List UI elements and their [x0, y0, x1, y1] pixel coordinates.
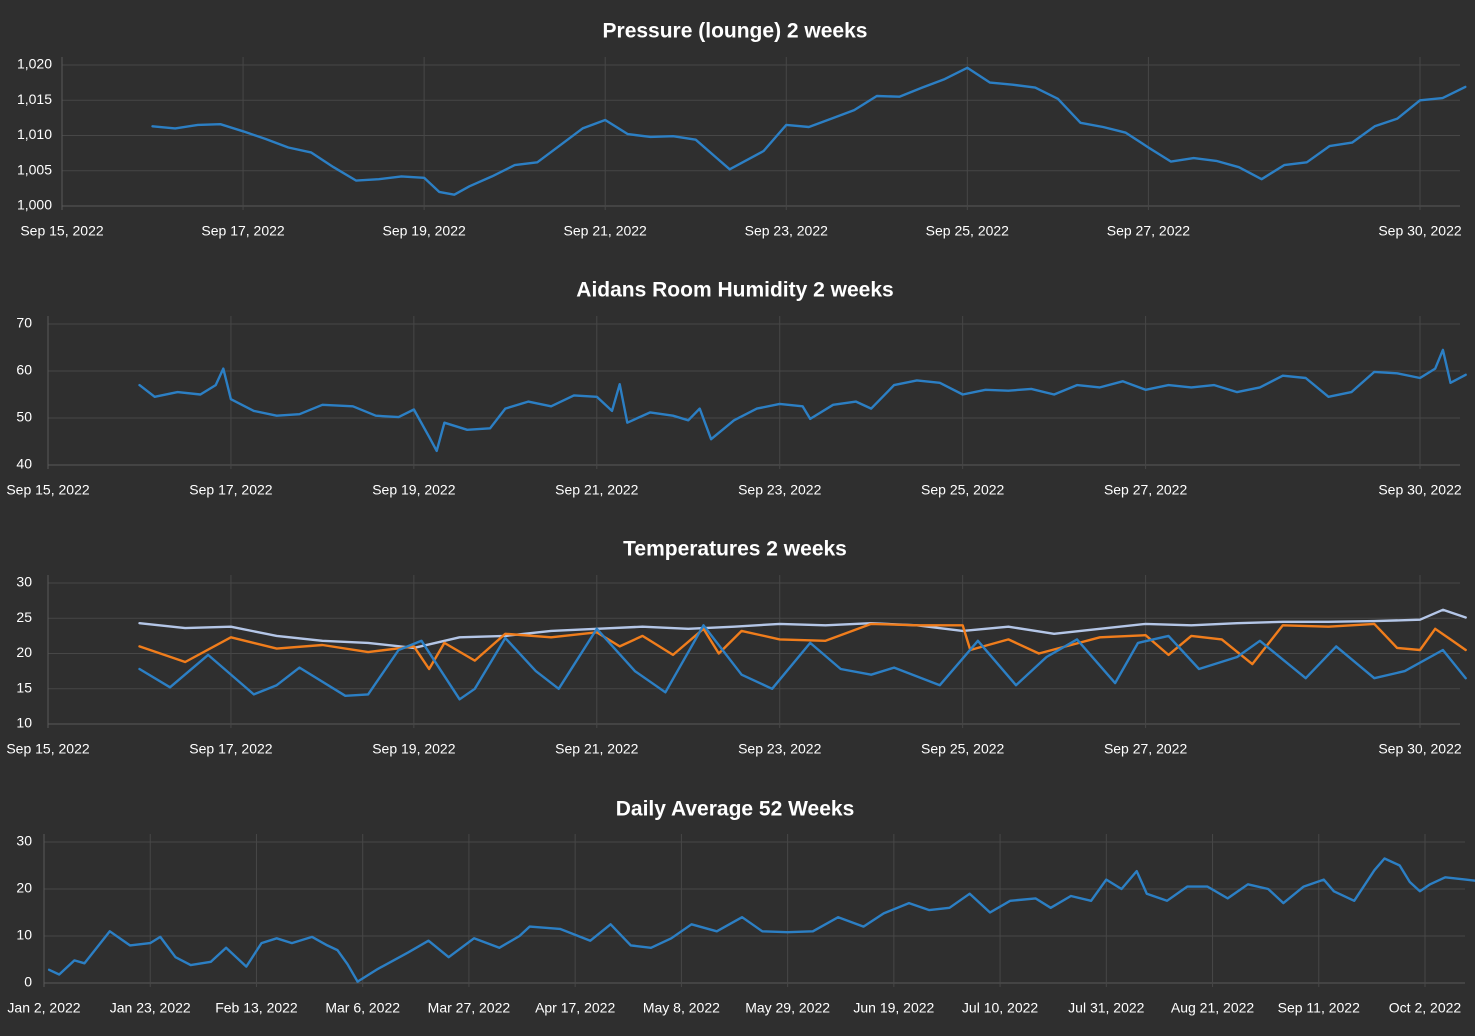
x-tick-label: Mar 6, 2022 [325, 1000, 400, 1016]
x-tick-label: Sep 15, 2022 [6, 482, 90, 498]
y-tick-label: 60 [16, 362, 32, 378]
x-tick-label: Sep 17, 2022 [189, 741, 273, 757]
y-tick-label: 30 [16, 833, 32, 849]
y-tick-label: 1,005 [17, 161, 52, 177]
temperatures-title: Temperatures 2 weeks [623, 538, 847, 561]
y-tick-label: 20 [16, 644, 32, 660]
y-tick-label: 0 [24, 974, 32, 990]
x-tick-label: Sep 27, 2022 [1107, 223, 1191, 239]
daily-average-chart: Daily Average 52 Weeks 0 10 20 30 Jan 2, 2022… [7, 798, 1475, 1016]
humidity-series-line-1 [138, 348, 1467, 453]
humidity-chart: Aidans Room Humidity 2 weeks 40 50 60 70 Sep … [6, 279, 1467, 498]
y-tick-label: 10 [16, 927, 32, 943]
x-tick-label: Sep 27, 2022 [1104, 741, 1188, 757]
x-tick-label: Jul 31, 2022 [1068, 1000, 1144, 1016]
x-tick-label: Jan 23, 2022 [110, 1000, 191, 1016]
x-tick-label: Sep 30, 2022 [1378, 223, 1462, 239]
temperatures-chart: Temperatures 2 weeks 10 15 20 25 30 Sep 15, 20… [6, 538, 1467, 757]
x-tick-label: Sep 23, 2022 [745, 223, 829, 239]
y-tick-label: 40 [16, 456, 32, 472]
temperatures-series-line-3 [138, 624, 1467, 701]
x-tick-label: Sep 23, 2022 [738, 741, 822, 757]
y-tick-label: 10 [16, 715, 32, 731]
y-tick-label: 25 [16, 609, 32, 625]
pressure-chart: Pressure (lounge) 2 weeks 1,000 1,005 1,010… [17, 20, 1467, 239]
x-tick-label: Sep 19, 2022 [372, 482, 456, 498]
x-tick-label: Jan 2, 2022 [7, 1000, 80, 1016]
temperatures-series-line-2 [138, 622, 1467, 671]
x-tick-label: Aug 21, 2022 [1171, 1000, 1255, 1016]
x-tick-label: Feb 13, 2022 [215, 1000, 298, 1016]
y-tick-label: 70 [16, 315, 32, 331]
x-tick-label: Sep 19, 2022 [382, 223, 466, 239]
x-tick-label: Sep 21, 2022 [555, 741, 639, 757]
y-tick-label: 1,000 [17, 197, 52, 213]
x-tick-label: Sep 15, 2022 [6, 741, 90, 757]
x-tick-label: Sep 17, 2022 [201, 223, 285, 239]
x-tick-label: Mar 27, 2022 [428, 1000, 511, 1016]
daily-average-series-line-1 [47, 857, 1475, 983]
x-tick-label: Sep 15, 2022 [20, 223, 104, 239]
pressure-title: Pressure (lounge) 2 weeks [603, 20, 868, 43]
x-tick-label: Sep 30, 2022 [1378, 482, 1462, 498]
y-tick-label: 1,020 [17, 56, 52, 72]
y-tick-label: 30 [16, 574, 32, 590]
x-tick-label: Jun 19, 2022 [853, 1000, 934, 1016]
daily-average-title: Daily Average 52 Weeks [616, 798, 855, 821]
x-tick-label: Sep 19, 2022 [372, 741, 456, 757]
x-tick-label: Sep 27, 2022 [1104, 482, 1188, 498]
x-tick-label: Sep 25, 2022 [921, 741, 1005, 757]
y-tick-label: 20 [16, 880, 32, 896]
y-tick-label: 50 [16, 409, 32, 425]
x-tick-label: Sep 21, 2022 [564, 223, 648, 239]
x-tick-label: Oct 2, 2022 [1389, 1000, 1462, 1016]
y-tick-label: 15 [16, 679, 32, 695]
x-tick-label: Sep 30, 2022 [1378, 741, 1462, 757]
x-tick-label: Jul 10, 2022 [962, 1000, 1038, 1016]
x-tick-label: Sep 11, 2022 [1278, 1000, 1360, 1016]
x-tick-label: Sep 25, 2022 [921, 482, 1005, 498]
x-tick-label: Sep 23, 2022 [738, 482, 822, 498]
y-tick-label: 1,015 [17, 91, 52, 107]
x-tick-label: May 8, 2022 [643, 1000, 720, 1016]
humidity-title: Aidans Room Humidity 2 weeks [576, 279, 893, 302]
x-tick-label: Sep 25, 2022 [926, 223, 1010, 239]
x-tick-label: Sep 17, 2022 [189, 482, 273, 498]
x-tick-label: Sep 21, 2022 [555, 482, 639, 498]
x-tick-label: May 29, 2022 [745, 1000, 830, 1016]
temperatures-series-line-1 [138, 608, 1467, 650]
x-tick-label: Apr 17, 2022 [535, 1000, 615, 1016]
pressure-series-line-1 [151, 66, 1467, 196]
y-tick-label: 1,010 [17, 126, 52, 142]
